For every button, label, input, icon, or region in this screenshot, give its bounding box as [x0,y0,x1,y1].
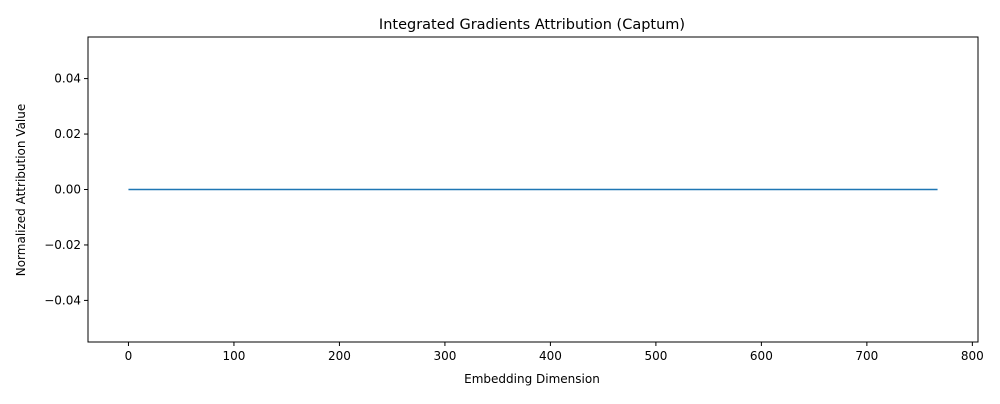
x-tick-label: 400 [539,349,562,363]
x-tick-label: 800 [961,349,984,363]
y-tick-label: 0.02 [54,127,81,141]
y-tick-label: 0.00 [54,183,81,197]
chart-title: Integrated Gradients Attribution (Captum… [379,17,685,33]
y-tick-label: −0.02 [44,238,81,252]
x-tick-label: 500 [644,349,667,363]
x-tick-label: 0 [125,349,133,363]
x-axis-label: Embedding Dimension [464,372,600,386]
y-axis-label: Normalized Attribution Value [14,104,28,277]
x-tick-label: 700 [855,349,878,363]
x-axis-ticks: 0 100 200 300 400 500 600 700 800 [125,342,984,363]
x-tick-label: 200 [328,349,351,363]
y-tick-label: −0.04 [44,293,81,307]
x-tick-label: 600 [750,349,773,363]
x-tick-label: 300 [433,349,456,363]
x-tick-label: 100 [222,349,245,363]
y-tick-label: 0.04 [54,72,81,86]
y-axis-ticks: −0.04 −0.02 0.00 0.02 0.04 [44,72,88,307]
